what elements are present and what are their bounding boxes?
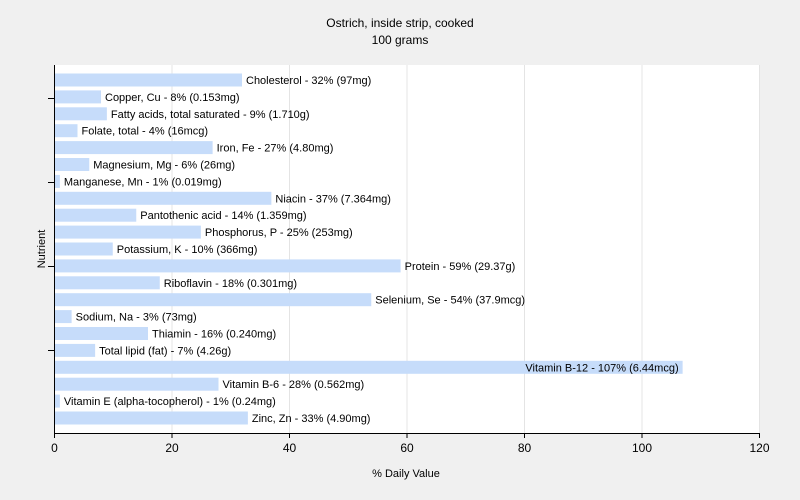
x-tick-label: 20: [165, 441, 179, 455]
bar: [55, 310, 72, 324]
bar-value-label: Copper, Cu - 8% (0.153mg): [105, 92, 240, 104]
bar-value-label: Selenium, Se - 54% (37.9mcg): [375, 295, 525, 307]
bar: [55, 327, 148, 340]
bar-value-label: Cholesterol - 32% (97mg): [246, 75, 371, 87]
x-tick-label: 60: [400, 441, 414, 455]
bar-value-label: Fatty acids, total saturated - 9% (1.710…: [111, 109, 310, 121]
bar: [55, 411, 248, 425]
grid-lines: [171, 65, 760, 433]
bar: [55, 124, 78, 138]
bar-value-label: Folate, total - 4% (16mcg): [82, 126, 209, 138]
bar-value-label: Riboflavin - 18% (0.301mg): [164, 278, 297, 290]
bar: [55, 242, 113, 256]
bar-value-label: Thiamin - 16% (0.240mg): [152, 329, 276, 341]
x-tick-label: 80: [518, 441, 532, 455]
bar-value-label: Pantothenic acid - 14% (1.359mg): [140, 210, 306, 222]
bar: [55, 158, 90, 171]
bar-value-label: Protein - 59% (29.37g): [405, 261, 516, 273]
chart-title: Ostrich, inside strip, cooked: [326, 16, 473, 30]
x-axis-title: % Daily Value: [372, 468, 440, 480]
bar: [55, 107, 107, 121]
bar: [55, 377, 219, 391]
bar-value-label: Zinc, Zn - 33% (4.90mg): [252, 413, 371, 425]
bar-value-label: Phosphorus, P - 25% (253mg): [205, 227, 353, 239]
bar: [55, 225, 201, 239]
bar: [55, 208, 137, 222]
chart-subtitle: 100 grams: [372, 33, 429, 47]
bar-value-label: Sodium, Na - 3% (73mg): [76, 312, 197, 324]
bar: [55, 343, 96, 357]
bar: [55, 141, 213, 155]
bar: [55, 276, 160, 290]
bar: [55, 174, 60, 188]
bar: [55, 90, 101, 104]
bar-value-label: Potassium, K - 10% (366mg): [117, 244, 258, 256]
bar-value-label: Total lipid (fat) - 7% (4.26g): [99, 345, 231, 357]
bar: [55, 191, 272, 205]
x-tick-label: 100: [632, 441, 652, 455]
bar-value-label: Vitamin B-12 - 107% (6.44mcg): [525, 362, 678, 374]
y-axis-title: Nutrient: [36, 230, 48, 269]
bar: [55, 259, 401, 273]
bar: [55, 360, 683, 374]
x-tick-label: 0: [51, 441, 58, 455]
bar-series: Cholesterol - 32% (97mg) Copper, Cu - 8% …: [55, 73, 683, 425]
x-tick-label: 40: [283, 441, 297, 455]
bar-value-label: Vitamin B-6 - 28% (0.562mg): [223, 379, 365, 391]
bar: [55, 73, 242, 87]
axes: 0 20 40 60 80 100 120: [48, 65, 770, 455]
bar: [55, 394, 60, 408]
bar-value-label: Iron, Fe - 27% (4.80mg): [217, 143, 334, 155]
bar-value-label: Vitamin E (alpha-tocopherol) - 1% (0.24m…: [64, 396, 276, 408]
x-tick-label: 120: [749, 441, 769, 455]
bar-value-label: Magnesium, Mg - 6% (26mg): [93, 160, 235, 172]
bar-value-label: Niacin - 37% (7.364mg): [275, 193, 391, 205]
bar: [55, 293, 372, 307]
bar-value-label: Manganese, Mn - 1% (0.019mg): [64, 176, 222, 188]
